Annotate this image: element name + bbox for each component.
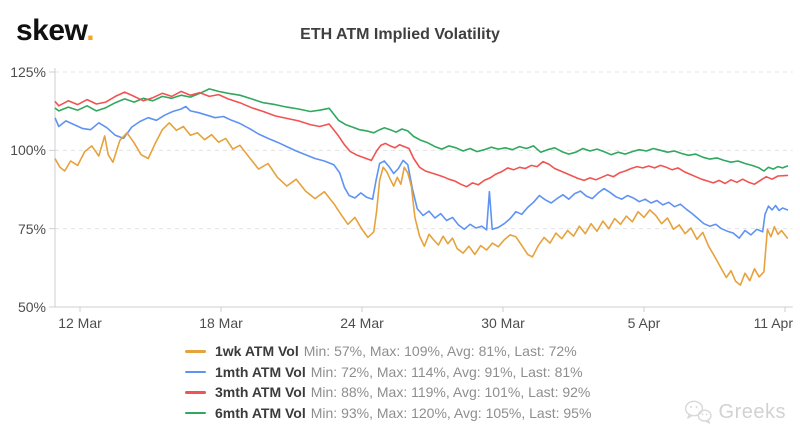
wechat-icon <box>684 400 712 424</box>
x-axis-tick-label: 12 Mar <box>58 315 102 331</box>
legend-item-1wk-atm-vol[interactable]: 1wk ATM Vol Min: 57%, Max: 109%, Avg: 81… <box>185 341 591 362</box>
legend-stats: Min: 93%, Max: 120%, Avg: 105%, Last: 95… <box>310 405 592 422</box>
x-axis-tick-label: 24 Mar <box>340 315 384 331</box>
chart-title: ETH ATM Implied Volatility <box>300 26 500 43</box>
x-axis-tick-label: 11 Apr <box>753 315 793 331</box>
x-axis-tick-label: 5 Apr <box>627 315 661 331</box>
chart-legend: 1wk ATM Vol Min: 57%, Max: 109%, Avg: 81… <box>185 341 591 423</box>
watermark-text: Greeks <box>718 400 786 423</box>
legend-swatch-3mth <box>185 391 206 394</box>
y-axis-tick-label: 100% <box>10 142 46 159</box>
legend-label: 1wk ATM Vol <box>215 343 299 360</box>
series-line-1mth-atm-vol <box>54 105 789 239</box>
series-line-6mth-atm-vol <box>54 88 789 172</box>
legend-label: 3mth ATM Vol <box>215 384 306 401</box>
legend-stats: Min: 72%, Max: 114%, Avg: 91%, Last: 81% <box>310 363 583 380</box>
x-axis-tick-label: 30 Mar <box>481 315 525 331</box>
legend-stats: Min: 88%, Max: 119%, Avg: 101%, Last: 92… <box>310 384 591 401</box>
x-axis-tick-label: 18 Mar <box>199 315 243 331</box>
series-line-1wk-atm-vol <box>54 122 789 286</box>
legend-item-6mth-atm-vol[interactable]: 6mth ATM Vol Min: 93%, Max: 120%, Avg: 1… <box>185 403 591 424</box>
legend-swatch-1mth <box>185 370 206 374</box>
series-line-3mth-atm-vol <box>54 90 789 188</box>
y-axis-tick-label: 75% <box>17 220 46 237</box>
legend-item-3mth-atm-vol[interactable]: 3mth ATM Vol Min: 88%, Max: 119%, Avg: 1… <box>185 382 591 403</box>
legend-swatch-1wk <box>185 350 206 353</box>
y-axis-tick-label: 125% <box>10 64 46 80</box>
legend-label: 1mth ATM Vol <box>215 363 306 380</box>
legend-swatch-6mth <box>185 411 206 415</box>
legend-label: 6mth ATM Vol <box>215 405 306 422</box>
y-axis-tick-label: 50% <box>17 299 46 315</box>
greeks-watermark: Greeks <box>683 399 786 425</box>
legend-item-1mth-atm-vol[interactable]: 1mth ATM Vol Min: 72%, Max: 114%, Avg: 9… <box>185 362 591 383</box>
skew-logo[interactable]: skew. <box>16 14 95 48</box>
legend-stats: Min: 57%, Max: 109%, Avg: 81%, Last: 72% <box>303 343 577 360</box>
skew-logo-text: skew <box>16 14 87 47</box>
skew-logo-dot: . <box>86 14 95 47</box>
